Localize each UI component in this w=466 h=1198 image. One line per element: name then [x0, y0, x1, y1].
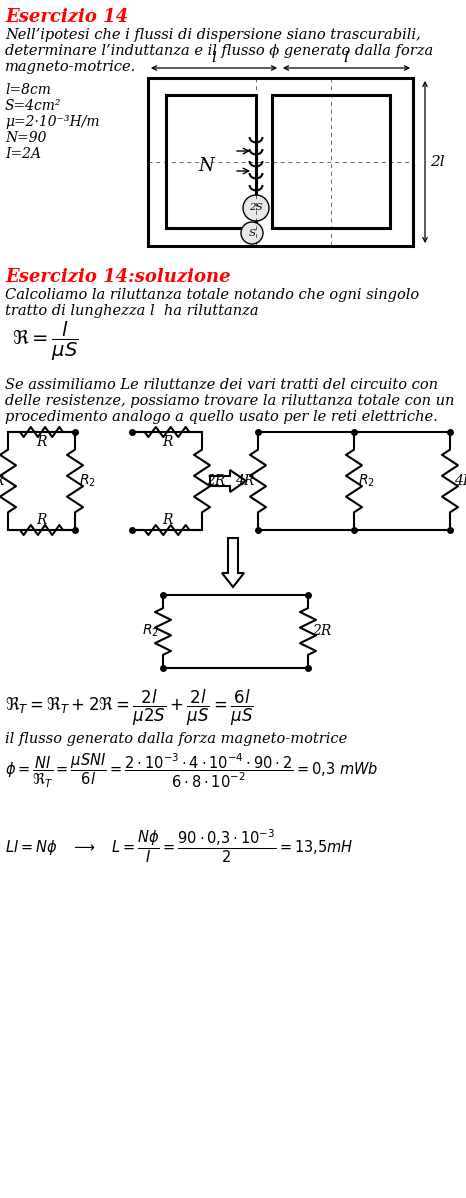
Text: R: R — [36, 513, 46, 527]
Text: R: R — [162, 435, 172, 449]
Text: N=90: N=90 — [5, 131, 47, 145]
Text: l=8cm: l=8cm — [5, 83, 51, 97]
Text: l: l — [343, 52, 349, 65]
Text: delle resistenze, possiamo trovare la riluttanza totale con un: delle resistenze, possiamo trovare la ri… — [5, 394, 454, 409]
Text: R: R — [36, 435, 46, 449]
Text: R: R — [162, 513, 172, 527]
Bar — [166, 95, 256, 228]
Text: 4R: 4R — [454, 474, 466, 488]
Text: determinare l’induttanza e il flusso ϕ generato dalla forza: determinare l’induttanza e il flusso ϕ g… — [5, 44, 433, 58]
Text: $LI = N\phi \quad \longrightarrow \quad L = \dfrac{N\phi}{I} = \dfrac{90 \cdot 0: $LI = N\phi \quad \longrightarrow \quad … — [5, 828, 353, 865]
Text: Se assimiliamo Le riluttanze dei vari tratti del circuito con: Se assimiliamo Le riluttanze dei vari tr… — [5, 379, 438, 392]
Text: μ=2·10⁻³H/m: μ=2·10⁻³H/m — [5, 115, 100, 129]
Text: l: l — [212, 52, 216, 65]
Text: 2R: 2R — [0, 474, 4, 488]
Text: $\phi = \dfrac{NI}{\Re_T} = \dfrac{\mu SNI}{6l} = \dfrac{2 \cdot 10^{-3} \cdot 4: $\phi = \dfrac{NI}{\Re_T} = \dfrac{\mu S… — [5, 752, 378, 791]
Text: 2R: 2R — [206, 474, 226, 488]
Text: $\Re = \dfrac{l}{\mu S}$: $\Re = \dfrac{l}{\mu S}$ — [12, 320, 79, 363]
Text: 2R: 2R — [312, 624, 331, 639]
FancyArrow shape — [222, 538, 244, 587]
Text: I=2A: I=2A — [5, 147, 41, 161]
Text: $R_2$: $R_2$ — [142, 623, 159, 640]
Text: magneto-motrice.: magneto-motrice. — [5, 60, 136, 74]
FancyArrow shape — [210, 470, 246, 492]
Text: S: S — [248, 229, 255, 237]
Bar — [272, 95, 390, 228]
Circle shape — [241, 222, 263, 244]
Text: S=4cm²: S=4cm² — [5, 99, 62, 113]
Text: $R_2$: $R_2$ — [358, 473, 375, 489]
Text: $R_2$: $R_2$ — [79, 473, 96, 489]
Text: 2S: 2S — [249, 204, 263, 212]
Circle shape — [243, 195, 269, 220]
Text: procedimento analogo a quello usato per le reti elettriche.: procedimento analogo a quello usato per … — [5, 410, 438, 424]
Text: N: N — [199, 157, 214, 175]
Text: Calcoliamo la riluttanza totale notando che ogni singolo: Calcoliamo la riluttanza totale notando … — [5, 288, 419, 302]
Text: $\Re_T = \Re_T + 2\Re = \dfrac{2l}{\mu 2S} + \dfrac{2l}{\mu S} = \dfrac{6l}{\mu : $\Re_T = \Re_T + 2\Re = \dfrac{2l}{\mu 2… — [5, 688, 254, 728]
Bar — [148, 78, 413, 246]
Text: tratto di lunghezza l  ha riluttanza: tratto di lunghezza l ha riluttanza — [5, 304, 259, 317]
Text: Esercizio 14:soluzione: Esercizio 14:soluzione — [5, 268, 231, 286]
Text: Esercizio 14: Esercizio 14 — [5, 8, 128, 26]
Text: Nell’ipotesi che i flussi di dispersione siano trascurabili,: Nell’ipotesi che i flussi di dispersione… — [5, 28, 421, 42]
Text: 2l: 2l — [430, 155, 445, 169]
Text: il flusso generato dalla forza magneto-motrice: il flusso generato dalla forza magneto-m… — [5, 732, 347, 746]
Text: 4R: 4R — [234, 474, 254, 488]
